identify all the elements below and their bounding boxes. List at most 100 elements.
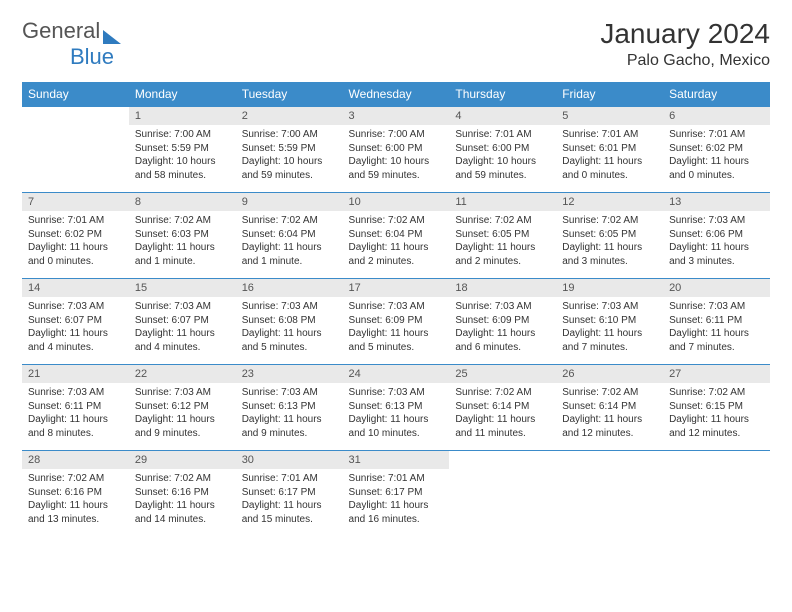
calendar-day-cell: 12Sunrise: 7:02 AMSunset: 6:05 PMDayligh… [556,193,663,279]
sunset-text: Sunset: 6:04 PM [242,228,337,242]
calendar-day-cell: 4Sunrise: 7:01 AMSunset: 6:00 PMDaylight… [449,107,556,193]
sunrise-text: Sunrise: 7:01 AM [349,472,444,486]
weekday-header-row: SundayMondayTuesdayWednesdayThursdayFrid… [22,82,770,107]
sunset-text: Sunset: 6:06 PM [669,228,764,242]
day-number: 22 [129,365,236,383]
sunrise-text: Sunrise: 7:03 AM [562,300,657,314]
day-number: 27 [663,365,770,383]
daylight-text: Daylight: 11 hours and 3 minutes. [562,241,657,268]
logo-triangle-icon [103,30,121,44]
calendar-day-cell: 20Sunrise: 7:03 AMSunset: 6:11 PMDayligh… [663,279,770,365]
sunset-text: Sunset: 5:59 PM [242,142,337,156]
daylight-text: Daylight: 11 hours and 16 minutes. [349,499,444,526]
sunset-text: Sunset: 5:59 PM [135,142,230,156]
day-info: Sunrise: 7:02 AMSunset: 6:04 PMDaylight:… [343,211,450,272]
sunset-text: Sunset: 6:07 PM [28,314,123,328]
sunset-text: Sunset: 6:16 PM [135,486,230,500]
sunrise-text: Sunrise: 7:03 AM [349,300,444,314]
day-number: 30 [236,451,343,469]
day-number: 14 [22,279,129,297]
day-info: Sunrise: 7:02 AMSunset: 6:15 PMDaylight:… [663,383,770,444]
day-number: 2 [236,107,343,125]
day-number: 28 [22,451,129,469]
day-info: Sunrise: 7:02 AMSunset: 6:05 PMDaylight:… [556,211,663,272]
daylight-text: Daylight: 11 hours and 1 minute. [242,241,337,268]
daylight-text: Daylight: 11 hours and 4 minutes. [135,327,230,354]
calendar-day-cell: 14Sunrise: 7:03 AMSunset: 6:07 PMDayligh… [22,279,129,365]
day-number: 1 [129,107,236,125]
daylight-text: Daylight: 11 hours and 13 minutes. [28,499,123,526]
sunset-text: Sunset: 6:05 PM [455,228,550,242]
calendar-day-cell: 3Sunrise: 7:00 AMSunset: 6:00 PMDaylight… [343,107,450,193]
day-number: 10 [343,193,450,211]
daylight-text: Daylight: 11 hours and 12 minutes. [562,413,657,440]
sunset-text: Sunset: 6:02 PM [28,228,123,242]
day-info: Sunrise: 7:02 AMSunset: 6:04 PMDaylight:… [236,211,343,272]
calendar-day-cell: 10Sunrise: 7:02 AMSunset: 6:04 PMDayligh… [343,193,450,279]
day-number: 8 [129,193,236,211]
sunset-text: Sunset: 6:03 PM [135,228,230,242]
daylight-text: Daylight: 11 hours and 8 minutes. [28,413,123,440]
day-number: 31 [343,451,450,469]
sunrise-text: Sunrise: 7:03 AM [28,386,123,400]
daylight-text: Daylight: 11 hours and 5 minutes. [349,327,444,354]
day-info: Sunrise: 7:03 AMSunset: 6:13 PMDaylight:… [236,383,343,444]
daylight-text: Daylight: 11 hours and 10 minutes. [349,413,444,440]
sunrise-text: Sunrise: 7:03 AM [242,386,337,400]
day-info: Sunrise: 7:01 AMSunset: 6:02 PMDaylight:… [22,211,129,272]
sunset-text: Sunset: 6:11 PM [28,400,123,414]
sunset-text: Sunset: 6:17 PM [349,486,444,500]
weekday-header: Friday [556,82,663,107]
daylight-text: Daylight: 10 hours and 59 minutes. [455,155,550,182]
month-title: January 2024 [600,18,770,50]
day-info: Sunrise: 7:03 AMSunset: 6:13 PMDaylight:… [343,383,450,444]
sunrise-text: Sunrise: 7:03 AM [242,300,337,314]
header: GeneralBlue January 2024 Palo Gacho, Mex… [22,18,770,70]
sunrise-text: Sunrise: 7:02 AM [135,472,230,486]
sunrise-text: Sunrise: 7:03 AM [669,214,764,228]
sunrise-text: Sunrise: 7:03 AM [455,300,550,314]
sunset-text: Sunset: 6:11 PM [669,314,764,328]
calendar-week-row: 7Sunrise: 7:01 AMSunset: 6:02 PMDaylight… [22,193,770,279]
sunrise-text: Sunrise: 7:00 AM [135,128,230,142]
sunset-text: Sunset: 6:07 PM [135,314,230,328]
sunset-text: Sunset: 6:05 PM [562,228,657,242]
daylight-text: Daylight: 11 hours and 2 minutes. [349,241,444,268]
calendar-day-cell: 15Sunrise: 7:03 AMSunset: 6:07 PMDayligh… [129,279,236,365]
sunset-text: Sunset: 6:14 PM [562,400,657,414]
day-info: Sunrise: 7:01 AMSunset: 6:02 PMDaylight:… [663,125,770,186]
sunrise-text: Sunrise: 7:01 AM [562,128,657,142]
sunset-text: Sunset: 6:13 PM [242,400,337,414]
day-number: 23 [236,365,343,383]
day-number: 13 [663,193,770,211]
sunrise-text: Sunrise: 7:01 AM [455,128,550,142]
calendar-day-cell: 8Sunrise: 7:02 AMSunset: 6:03 PMDaylight… [129,193,236,279]
calendar-day-cell: 22Sunrise: 7:03 AMSunset: 6:12 PMDayligh… [129,365,236,451]
day-info: Sunrise: 7:03 AMSunset: 6:10 PMDaylight:… [556,297,663,358]
day-number: 5 [556,107,663,125]
day-info: Sunrise: 7:01 AMSunset: 6:00 PMDaylight:… [449,125,556,186]
logo-text-blue: Blue [70,44,114,69]
calendar-day-cell: 17Sunrise: 7:03 AMSunset: 6:09 PMDayligh… [343,279,450,365]
sunset-text: Sunset: 6:04 PM [349,228,444,242]
daylight-text: Daylight: 11 hours and 0 minutes. [669,155,764,182]
weekday-header: Thursday [449,82,556,107]
day-info: Sunrise: 7:02 AMSunset: 6:03 PMDaylight:… [129,211,236,272]
sunset-text: Sunset: 6:12 PM [135,400,230,414]
calendar-week-row: 1Sunrise: 7:00 AMSunset: 5:59 PMDaylight… [22,107,770,193]
sunset-text: Sunset: 6:08 PM [242,314,337,328]
calendar-day-cell: 24Sunrise: 7:03 AMSunset: 6:13 PMDayligh… [343,365,450,451]
daylight-text: Daylight: 11 hours and 0 minutes. [28,241,123,268]
title-block: January 2024 Palo Gacho, Mexico [600,18,770,70]
day-info: Sunrise: 7:01 AMSunset: 6:01 PMDaylight:… [556,125,663,186]
sunrise-text: Sunrise: 7:02 AM [349,214,444,228]
daylight-text: Daylight: 11 hours and 6 minutes. [455,327,550,354]
sunrise-text: Sunrise: 7:00 AM [242,128,337,142]
sunset-text: Sunset: 6:15 PM [669,400,764,414]
sunset-text: Sunset: 6:14 PM [455,400,550,414]
sunset-text: Sunset: 6:09 PM [455,314,550,328]
weekday-header: Tuesday [236,82,343,107]
sunrise-text: Sunrise: 7:03 AM [135,300,230,314]
day-info: Sunrise: 7:03 AMSunset: 6:08 PMDaylight:… [236,297,343,358]
day-info: Sunrise: 7:02 AMSunset: 6:14 PMDaylight:… [556,383,663,444]
